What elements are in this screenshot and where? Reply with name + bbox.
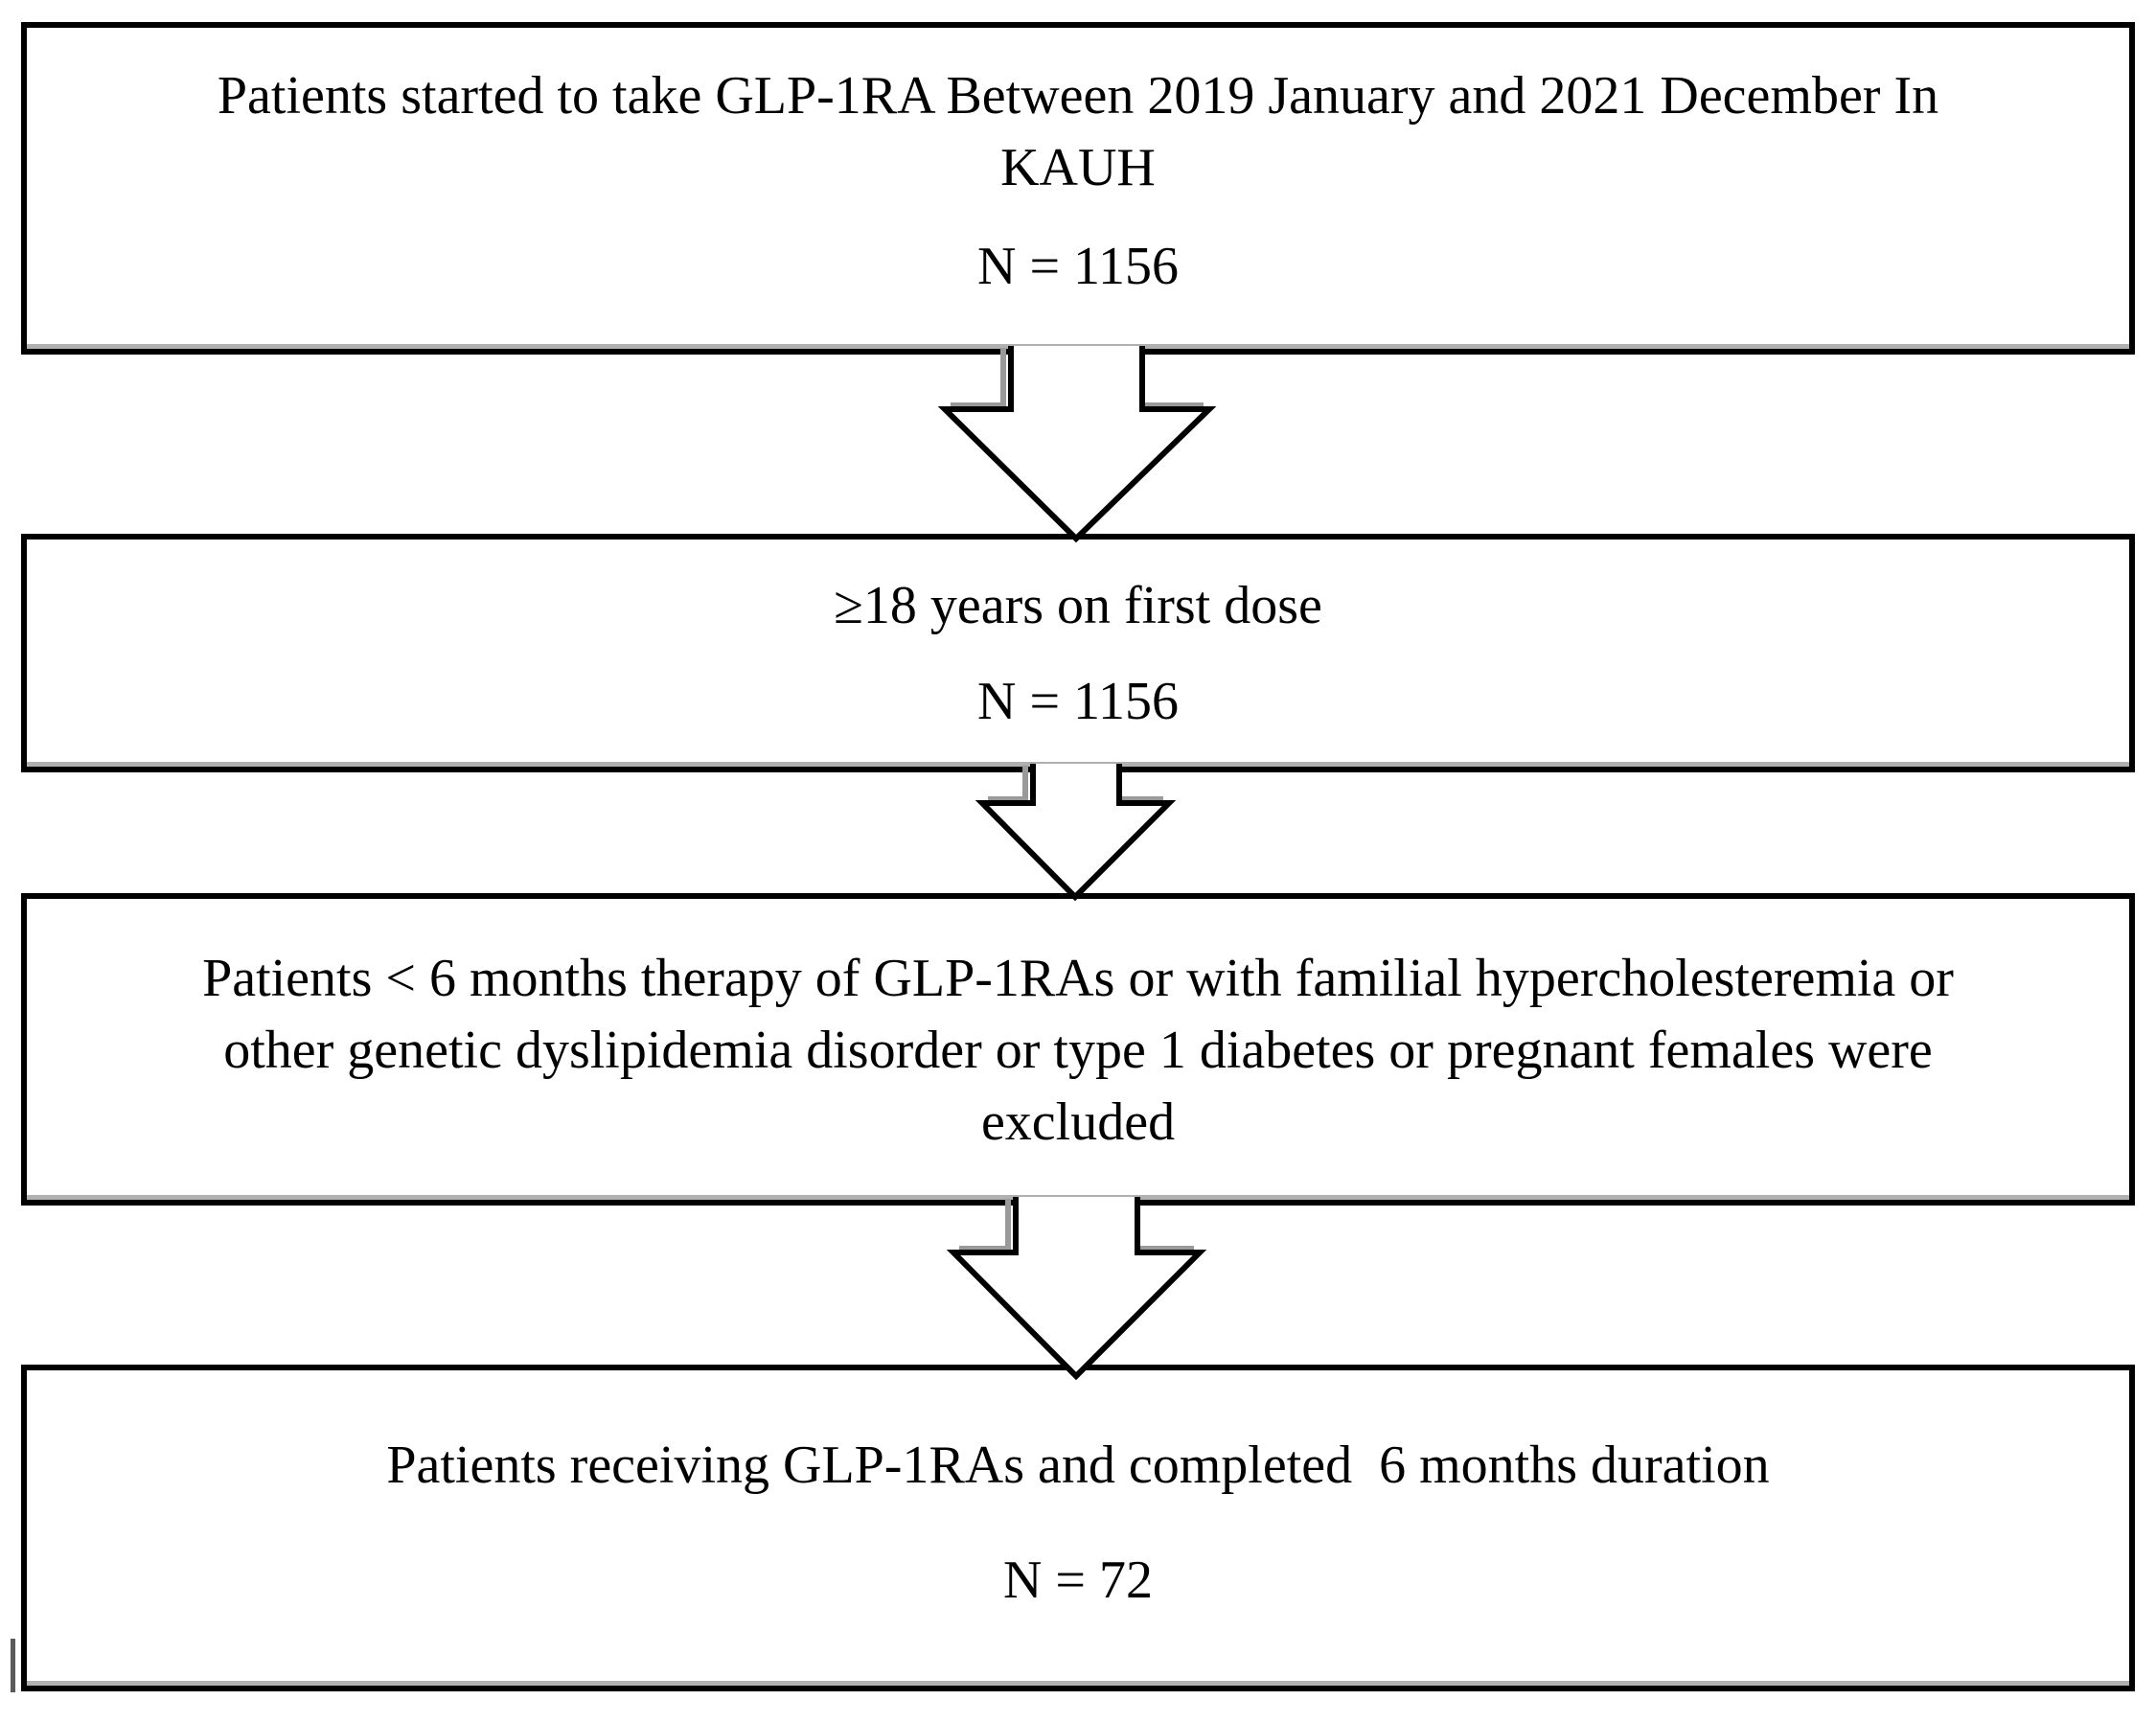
flow-step-3-box: Patients < 6 months therapy of GLP-1RAs … <box>21 893 2135 1206</box>
flow-step-1-text-line-1: Patients started to take GLP-1RA Between… <box>217 66 1939 126</box>
flow-step-3-text-line-1: Patients < 6 months therapy of GLP-1RAs … <box>202 949 1954 1008</box>
down-arrow-3-icon <box>946 1197 1207 1381</box>
down-arrow-2-icon <box>975 764 1177 902</box>
flow-step-2-count: N = 1156 <box>977 672 1179 731</box>
flow-step-1-count: N = 1156 <box>977 237 1179 296</box>
flow-step-4-count: N = 72 <box>1002 1551 1154 1610</box>
flow-step-2-box: ≥18 years on first dose N = 1156 <box>21 534 2135 772</box>
flow-step-3-text-line-2: other genetic dyslipidemia disorder or t… <box>223 1021 1933 1080</box>
flow-step-4-box: Patients receiving GLP-1RAs and complete… <box>21 1365 2135 1691</box>
flow-step-1-text-line-2: KAUH <box>1000 138 1156 197</box>
flow-step-3-text-line-3: excluded <box>980 1092 1176 1152</box>
flow-step-1-box: Patients started to take GLP-1RA Between… <box>21 22 2135 355</box>
scan-artifact-mark <box>11 1639 15 1692</box>
flow-step-4-text-line-1: Patients receiving GLP-1RAs and complete… <box>386 1436 1770 1495</box>
down-arrow-1-icon <box>937 346 1217 543</box>
flow-step-2-text-line-1: ≥18 years on first dose <box>834 576 1322 635</box>
